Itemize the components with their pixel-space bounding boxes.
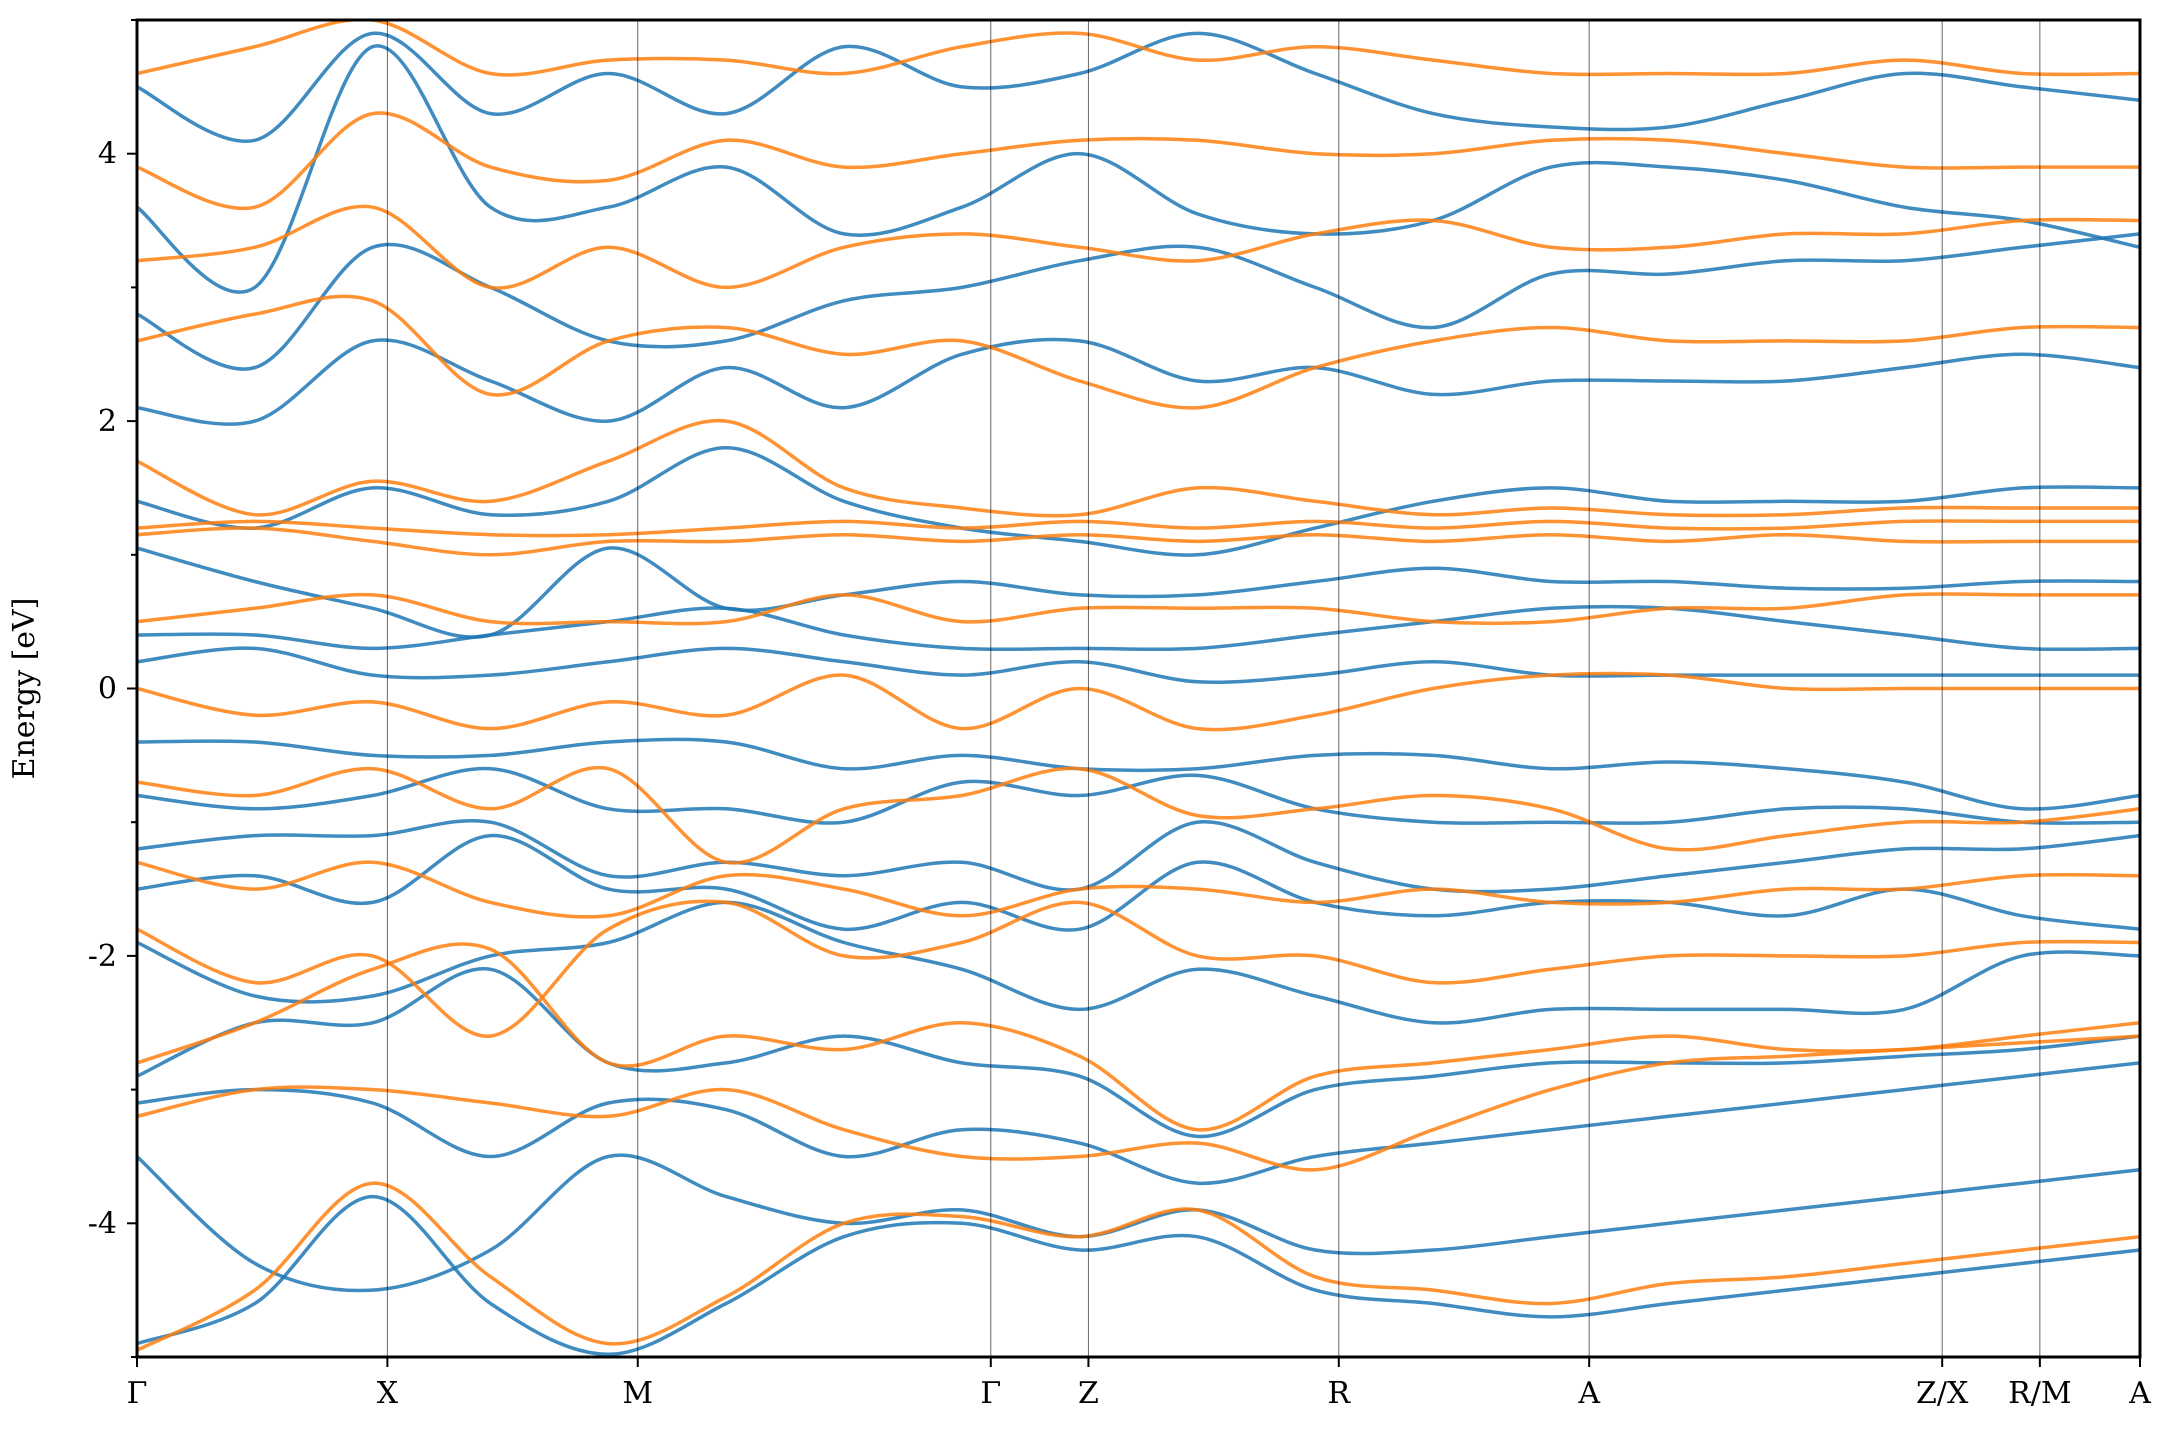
- band-line: [137, 519, 2140, 538]
- band-line: [137, 818, 2140, 894]
- band-line: [137, 737, 2140, 811]
- x-tick-label: Γ: [980, 1376, 1001, 1411]
- x-tick-label: M: [622, 1376, 653, 1411]
- band-line: [137, 899, 2140, 1038]
- band-line: [137, 526, 2140, 557]
- band-line: [137, 1061, 2140, 1186]
- band-line: [137, 966, 2140, 1139]
- band-line: [137, 860, 2140, 919]
- band-line: [137, 1034, 2140, 1172]
- y-tick-label: 0: [98, 672, 117, 707]
- band-line: [137, 44, 2140, 294]
- band-line: [137, 592, 2140, 626]
- x-tick-label: Z: [1078, 1376, 1099, 1411]
- band-line: [137, 31, 2140, 144]
- band-line: [137, 765, 2140, 865]
- band-line: [137, 20, 2140, 77]
- band-line: [137, 1181, 2140, 1352]
- band-line: [137, 446, 2140, 557]
- band-line: [137, 766, 2140, 825]
- x-axis: Γ X M Γ Z R A Z/X R/M A: [127, 1357, 2151, 1411]
- band-line: [137, 232, 2140, 371]
- y-axis: -4 -2 0 2 4: [88, 19, 137, 1358]
- x-tick-label: R/M: [2008, 1376, 2071, 1411]
- band-line: [137, 671, 2140, 732]
- band-line: [137, 942, 2140, 1132]
- band-line: [137, 111, 2140, 211]
- band-line: [137, 204, 2140, 290]
- band-line: [137, 546, 2140, 639]
- band-line: [137, 604, 2140, 652]
- band-line: [137, 646, 2140, 685]
- x-tick-label: R: [1328, 1376, 1352, 1411]
- y-tick-label: 2: [98, 404, 117, 439]
- band-line: [137, 337, 2140, 426]
- band-line: [137, 1194, 2140, 1357]
- x-tick-label: X: [377, 1376, 399, 1411]
- y-axis-title: Energy [eV]: [7, 598, 42, 780]
- y-tick-label: -2: [88, 939, 117, 974]
- y-tick-label: -4: [88, 1206, 117, 1241]
- bands-layer: [137, 20, 2140, 1357]
- y-tick-label: 4: [98, 137, 117, 172]
- kpoint-lines-layer: [386, 20, 2041, 1357]
- band-line: [137, 294, 2140, 410]
- x-tick-label: A: [2128, 1376, 2151, 1411]
- x-tick-label: A: [1577, 1376, 1600, 1411]
- band-line: [137, 900, 2140, 1025]
- x-tick-label: Γ: [127, 1376, 148, 1411]
- x-tick-label: Z/X: [1916, 1376, 1969, 1411]
- band-line: [137, 418, 2140, 518]
